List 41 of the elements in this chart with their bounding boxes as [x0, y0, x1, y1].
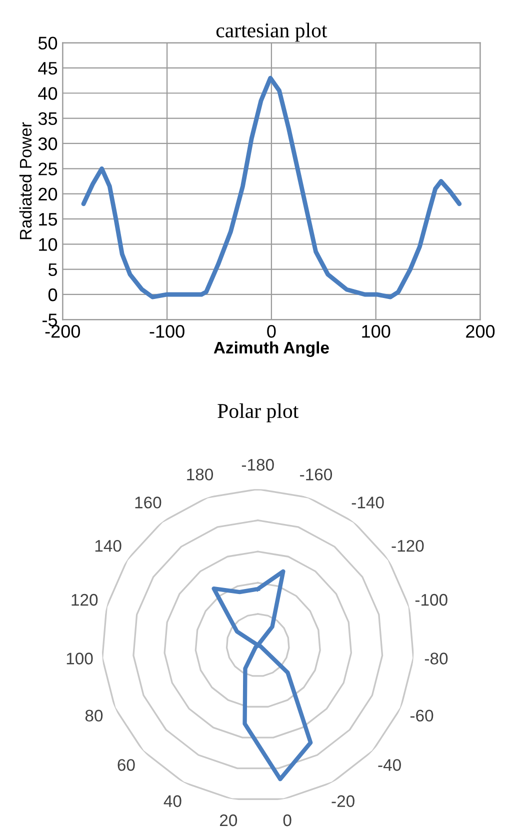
y-tick-label: 10: [39, 238, 58, 251]
x-tick-label: 0: [267, 324, 276, 338]
x-axis-title: Azimuth Angle: [214, 341, 329, 357]
spoke-label: 80: [85, 710, 103, 722]
spoke-label: 160: [135, 496, 162, 508]
spoke-label: -160: [300, 468, 332, 480]
spoke-label: -120: [392, 540, 424, 552]
spoke-label: -180: [242, 458, 274, 471]
spoke-label: 120: [72, 594, 98, 606]
x-tick-label: -100: [150, 324, 184, 338]
spoke-label: -100: [415, 594, 448, 606]
spoke-label: 180: [187, 468, 214, 480]
y-tick-label: 5: [48, 263, 58, 276]
x-tick-label: -200: [45, 324, 80, 338]
spoke-label: 40: [164, 795, 182, 808]
y-tick-label: 30: [38, 137, 58, 150]
y-axis-title: Radiated Power: [19, 122, 32, 240]
spoke-label: -20: [332, 795, 354, 808]
chart-title: cartesian plot: [216, 22, 328, 42]
spoke-label: 60: [118, 759, 135, 771]
spoke-label: 140: [95, 540, 122, 552]
y-tick-label: -5: [42, 314, 58, 326]
spoke-label: -60: [410, 710, 434, 722]
line-series: [81, 76, 462, 300]
x-tick-label: 100: [362, 324, 390, 338]
chart-title: Polar plot: [218, 403, 299, 422]
spoke-label: 20: [220, 814, 238, 826]
spoke-label: -140: [352, 496, 384, 508]
x-tick-label: 200: [466, 324, 495, 338]
spoke-label: -40: [378, 759, 401, 771]
y-tick-label: 35: [38, 112, 58, 126]
y-tick-label: 45: [38, 62, 58, 75]
y-tick-label: 20: [38, 188, 58, 201]
spoke-label: 0: [283, 814, 292, 826]
y-tick-label: 40: [38, 87, 58, 100]
y-tick-label: 15: [39, 213, 58, 226]
y-tick-label: 25: [38, 162, 58, 176]
y-tick-label: 0: [48, 288, 58, 302]
spoke-label: -80: [424, 652, 448, 664]
spoke-label: 100: [66, 652, 93, 664]
y-tick-label: 50: [38, 36, 58, 50]
